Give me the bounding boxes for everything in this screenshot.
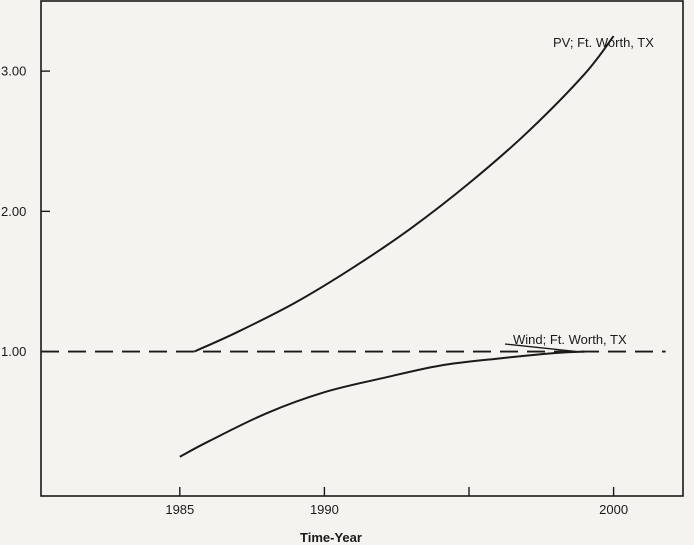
x-tick-label: 1985: [165, 502, 194, 517]
series-line-wind: [179, 350, 585, 458]
y-tick-label: 2.00: [1, 204, 26, 219]
wind-label-leader: [504, 343, 577, 353]
x-axis: 1985 1990 2000: [165, 487, 628, 517]
x-axis-label: Time-Year: [300, 530, 362, 545]
x-tick-label: 1990: [310, 502, 339, 517]
y-tick-label: 1.00: [1, 344, 26, 359]
x-tick-label: 2000: [599, 502, 628, 517]
y-axis: 1.00 2.00 3.00: [1, 64, 50, 359]
series-labels: PV; Ft. Worth, TX Wind; Ft. Worth, TX: [504, 35, 654, 353]
y-tick-label: 3.00: [1, 64, 26, 79]
plot-frame: [40, 0, 684, 497]
series-label-wind: Wind; Ft. Worth, TX: [513, 332, 627, 347]
series-label-pv: PV; Ft. Worth, TX: [553, 35, 654, 50]
series-line-pv: [193, 35, 615, 353]
series-layer: [41, 35, 666, 458]
